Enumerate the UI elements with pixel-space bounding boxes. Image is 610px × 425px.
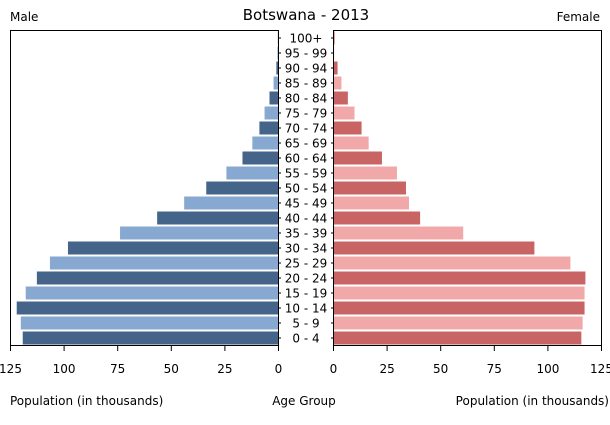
bar-female-100 (333, 31, 335, 45)
bar-female-40-44 (333, 211, 421, 225)
bar-male-0-4 (22, 331, 279, 345)
age-group-label: 65 - 69 (285, 137, 328, 151)
bar-male-50-54 (206, 181, 279, 195)
age-group-label: 95 - 99 (285, 47, 328, 61)
bar-male-80-84 (269, 91, 279, 105)
age-group-label: 45 - 49 (285, 197, 328, 211)
bar-male-75-79 (264, 106, 279, 120)
bar-male-25-29 (49, 256, 279, 270)
bar-male-95-99 (277, 46, 279, 60)
bar-female-45-49 (333, 196, 409, 210)
age-group-label: 10 - 14 (285, 302, 328, 316)
bar-male-10-14 (16, 301, 279, 315)
x-axis-label-male: Population (in thousands) (10, 394, 163, 408)
bar-male-55-59 (226, 166, 279, 180)
age-group-label: 75 - 79 (285, 107, 328, 121)
age-group-label: 30 - 34 (285, 242, 328, 256)
age-group-label: 0 - 4 (292, 332, 319, 346)
x-tick-label-female: 125 (590, 362, 610, 376)
bar-female-30-34 (333, 241, 535, 255)
x-tick-label-male: 25 (217, 362, 232, 376)
bar-female-10-14 (333, 301, 585, 315)
bar-female-65-69 (333, 136, 369, 150)
bar-female-85-89 (333, 76, 342, 90)
bar-female-75-79 (333, 106, 355, 120)
x-axis-label-female: Population (in thousands) (456, 394, 609, 408)
age-group-label: 55 - 59 (285, 167, 328, 181)
bar-female-70-74 (333, 121, 362, 135)
bar-female-0-4 (333, 331, 582, 345)
age-group-label: 15 - 19 (285, 287, 328, 301)
x-tick-label-female: 50 (433, 362, 448, 376)
bar-female-25-29 (333, 256, 571, 270)
bar-female-50-54 (333, 181, 406, 195)
bar-male-85-89 (273, 76, 279, 90)
bar-female-90-94 (333, 61, 338, 75)
bar-male-15-19 (25, 286, 279, 300)
age-group-label: 100+ (290, 32, 323, 46)
x-tick-label-male: 50 (164, 362, 179, 376)
bar-male-65-69 (252, 136, 279, 150)
bar-male-5-9 (20, 316, 279, 330)
age-group-label: 20 - 24 (285, 272, 328, 286)
x-tick-label-male: 75 (110, 362, 125, 376)
bar-male-40-44 (157, 211, 279, 225)
bar-male-30-34 (67, 241, 279, 255)
age-group-label: 90 - 94 (285, 62, 328, 76)
bar-male-60-64 (242, 151, 279, 165)
bar-female-35-39 (333, 226, 464, 240)
age-group-label: 60 - 64 (285, 152, 328, 166)
age-group-label: 80 - 84 (285, 92, 328, 106)
age-group-label: 25 - 29 (285, 257, 328, 271)
bar-female-60-64 (333, 151, 382, 165)
bar-male-90-94 (276, 61, 279, 75)
age-group-label: 70 - 74 (285, 122, 328, 136)
female-label: Female (557, 10, 600, 24)
age-group-label: 85 - 89 (285, 77, 328, 91)
bar-female-20-24 (333, 271, 586, 285)
bar-female-5-9 (333, 316, 583, 330)
x-tick-label-female: 25 (379, 362, 394, 376)
x-tick-label-female: 75 (487, 362, 502, 376)
bar-male-45-49 (184, 196, 279, 210)
bar-female-15-19 (333, 286, 585, 300)
age-group-label: 50 - 54 (285, 182, 328, 196)
bar-male-20-24 (36, 271, 279, 285)
chart-title: Botswana - 2013 (243, 6, 369, 24)
x-tick-label-male: 125 (0, 362, 22, 376)
bar-male-35-39 (120, 226, 279, 240)
x-tick-label-female: 0 (330, 362, 338, 376)
male-label: Male (10, 10, 38, 24)
age-group-label: 40 - 44 (285, 212, 328, 226)
x-tick-label-male: 100 (53, 362, 76, 376)
x-tick-label-male: 0 (275, 362, 283, 376)
age-group-label: 35 - 39 (285, 227, 328, 241)
x-tick-label-female: 100 (536, 362, 559, 376)
bar-male-70-74 (259, 121, 279, 135)
x-axis-label-age: Age Group (272, 394, 336, 408)
age-group-label: 5 - 9 (292, 317, 319, 331)
bar-female-55-59 (333, 166, 397, 180)
bar-female-80-84 (333, 91, 348, 105)
